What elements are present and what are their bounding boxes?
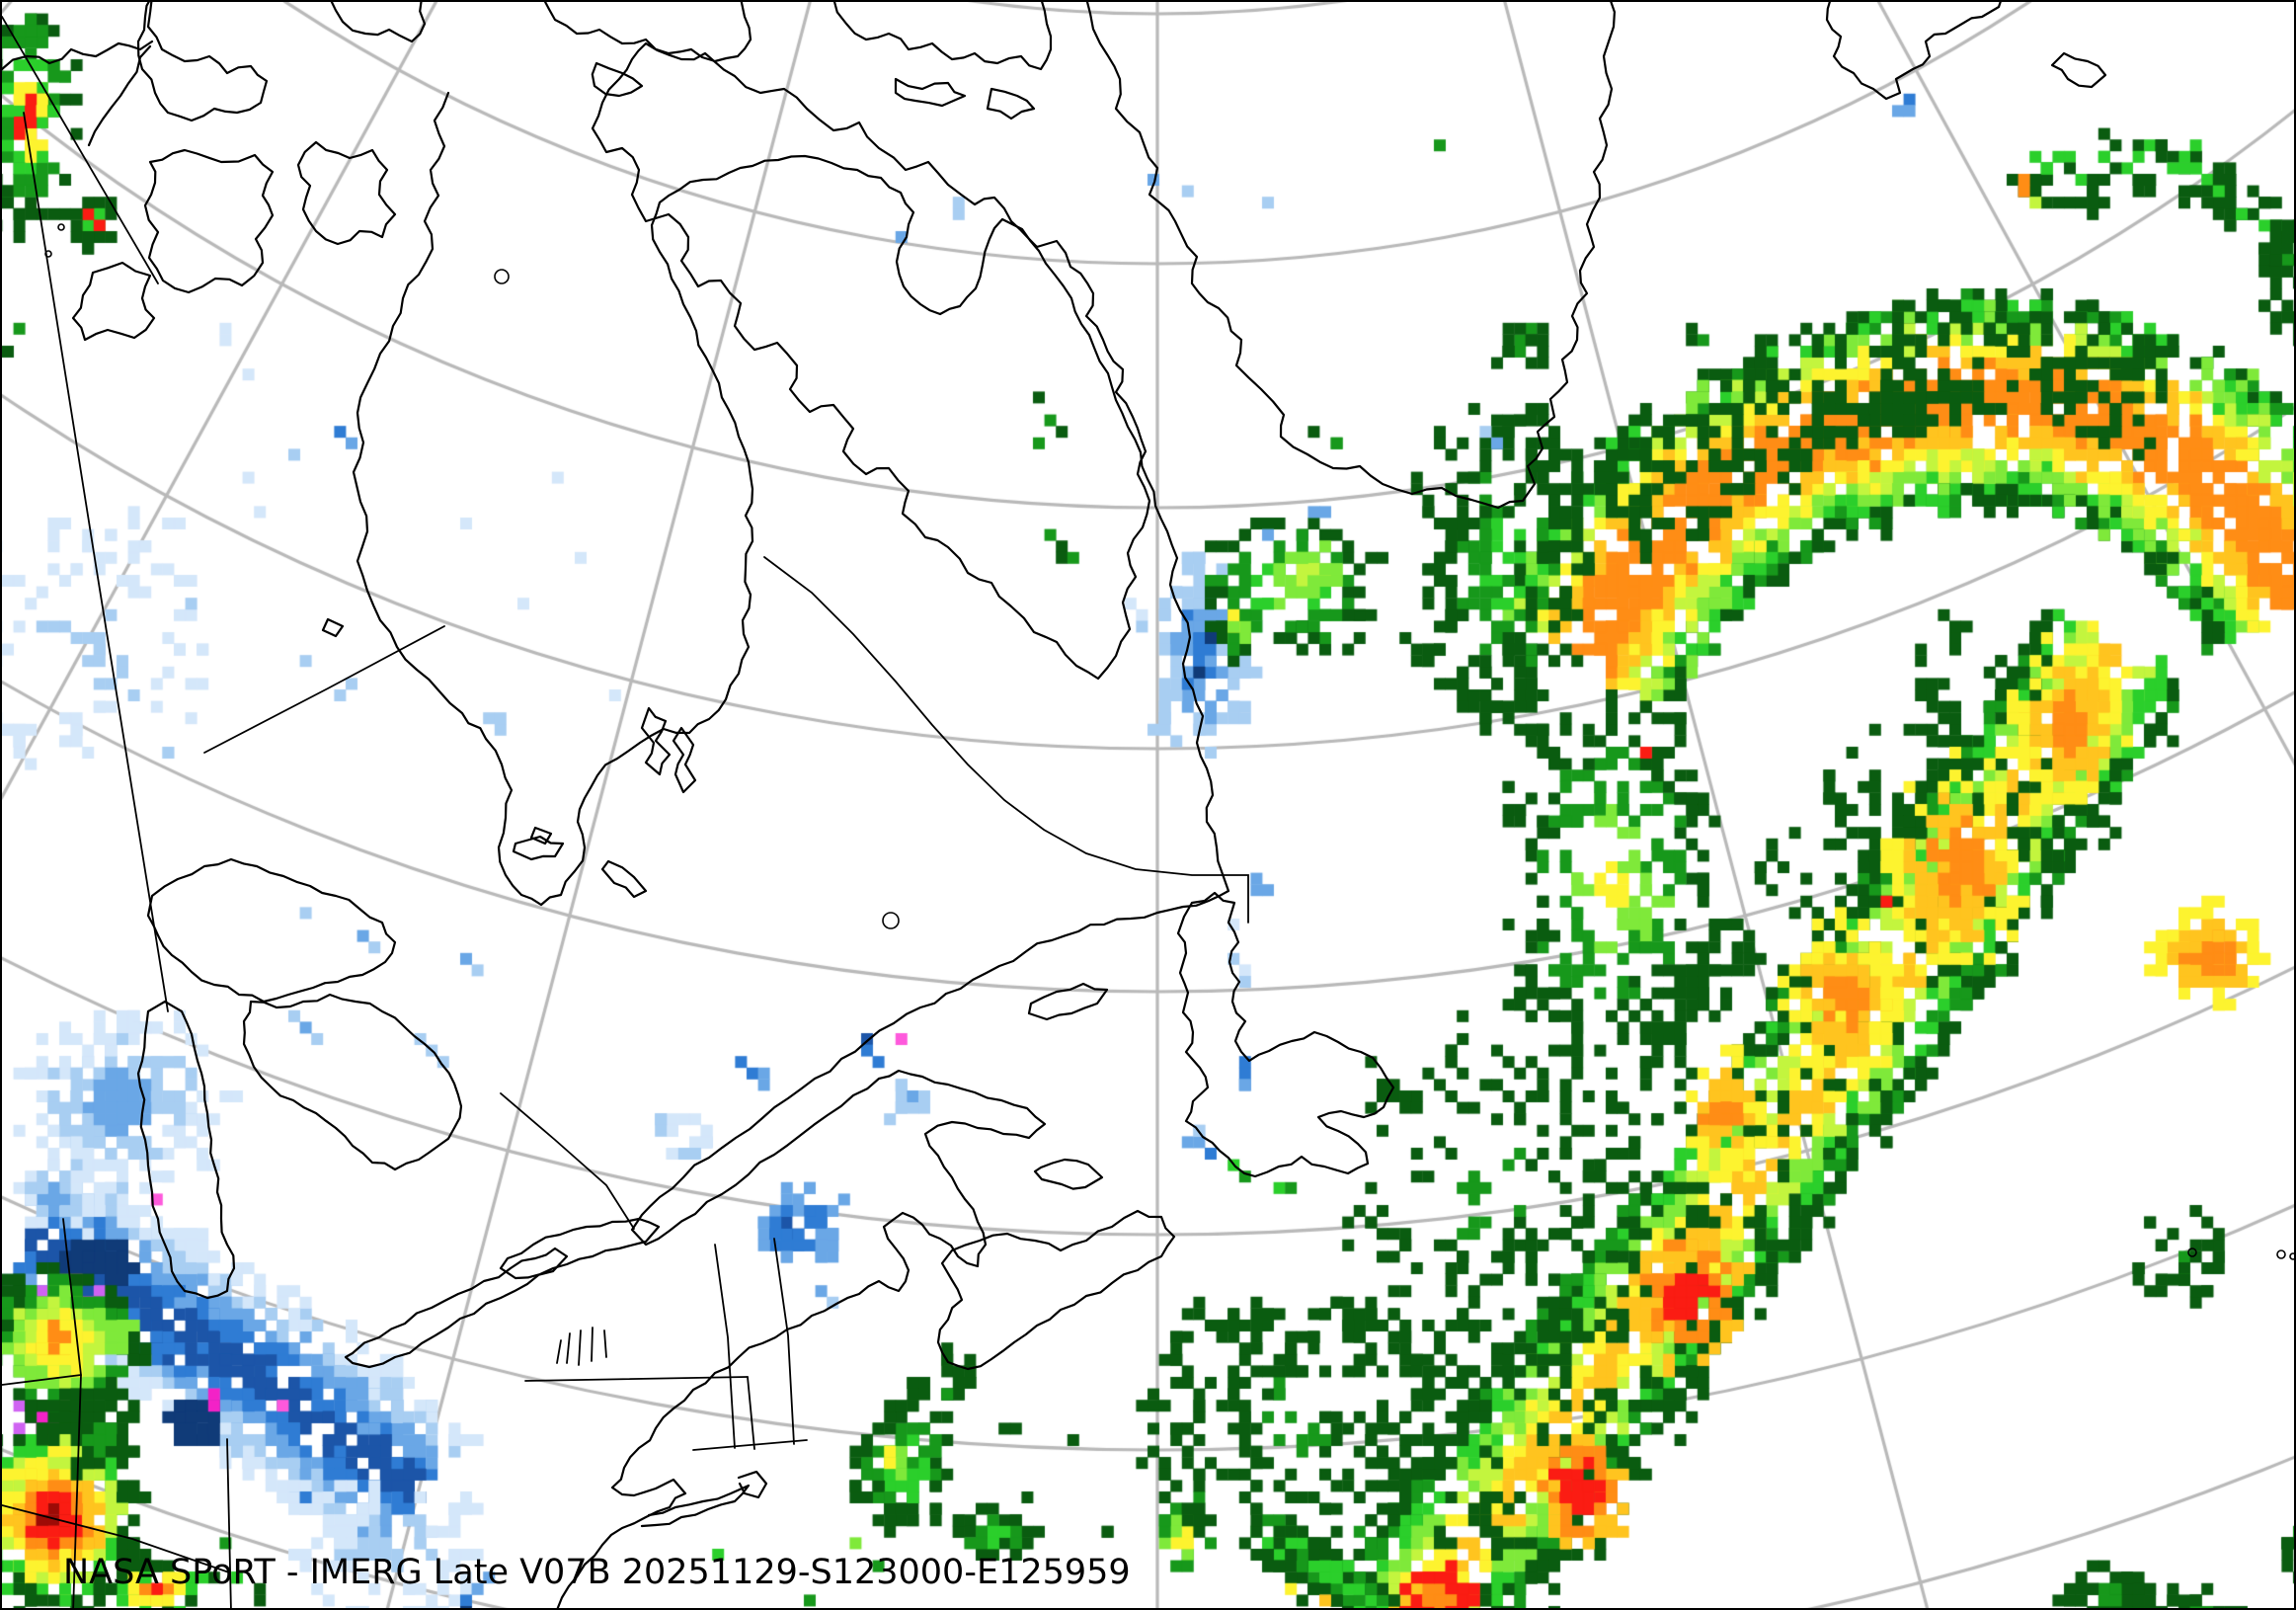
islet-ring — [882, 912, 900, 929]
coast-nwt-top — [2, 40, 154, 71]
coast-newfoundland — [1176, 891, 1395, 1178]
islet-ring — [2276, 1249, 2286, 1259]
coast-lake-erie — [344, 1247, 569, 1369]
coast-ellesmere — [832, 2, 1053, 71]
political-border — [603, 1329, 607, 1358]
coast-nova-scotia — [936, 1209, 1176, 1371]
political-border — [763, 556, 1249, 924]
islet-ring — [494, 269, 510, 284]
coast-ellesmere-islet-2 — [986, 87, 1036, 121]
coast-small-lake-1 — [321, 617, 345, 638]
political-border — [500, 1092, 635, 1230]
political-border — [2, 1374, 82, 1386]
political-border — [591, 1327, 594, 1362]
political-border — [773, 1238, 795, 1445]
coast-southampton-island — [143, 148, 275, 294]
coast-lake-superior — [146, 857, 397, 1004]
political-border — [578, 1329, 582, 1366]
coast-devon-west — [330, 2, 427, 43]
political-border — [2, 16, 159, 284]
coast-ellesmere-islet-1 — [894, 77, 967, 108]
coast-belcher-1 — [640, 706, 672, 776]
coast-victoria-island — [136, 2, 269, 122]
coast-small-lake-2 — [529, 826, 553, 845]
political-border — [714, 1244, 736, 1449]
islet-ring — [2187, 1248, 2197, 1257]
political-border — [226, 1438, 232, 1608]
political-border — [2, 1504, 230, 1573]
coast-prince-edward-island — [1033, 1158, 1104, 1190]
coast-anticosti — [1027, 982, 1109, 1021]
islet-ring — [57, 223, 65, 231]
coast-iceland — [1825, 2, 2002, 101]
political-border — [747, 1376, 755, 1450]
coast-melville-peninsula — [296, 140, 397, 246]
coast-boothia-stroke — [87, 44, 152, 147]
political-border — [692, 1439, 808, 1451]
coast-iceland-islet — [2050, 51, 2107, 89]
coast-greenland — [1085, 2, 1616, 510]
coast-belcher-2 — [672, 726, 697, 794]
coast-long-island — [640, 1484, 751, 1528]
political-border — [556, 1339, 562, 1364]
political-border — [524, 1376, 749, 1382]
political-border — [203, 625, 445, 754]
islet-ring — [2289, 1252, 2294, 1260]
coast-lake-michigan — [136, 1000, 236, 1300]
political-border — [23, 112, 169, 1012]
coast-lake-huron — [242, 993, 463, 1171]
coast-coats-island — [71, 261, 156, 342]
timestamp-caption: NASA SPoRT - IMERG Late V07B 20251129-S1… — [63, 1553, 1131, 1592]
political-border — [62, 1218, 82, 1608]
coast-devon-group — [543, 2, 752, 63]
coast-mainland — [352, 91, 1230, 1608]
coast-baffin-island — [591, 41, 1151, 681]
coast-lake-mistassini — [600, 859, 648, 899]
coast-devon-islet — [591, 61, 644, 98]
coast-lake-ontario — [499, 1217, 661, 1280]
coast-cape-cod — [737, 1470, 768, 1499]
political-border — [566, 1332, 571, 1364]
islet-ring — [44, 250, 52, 258]
